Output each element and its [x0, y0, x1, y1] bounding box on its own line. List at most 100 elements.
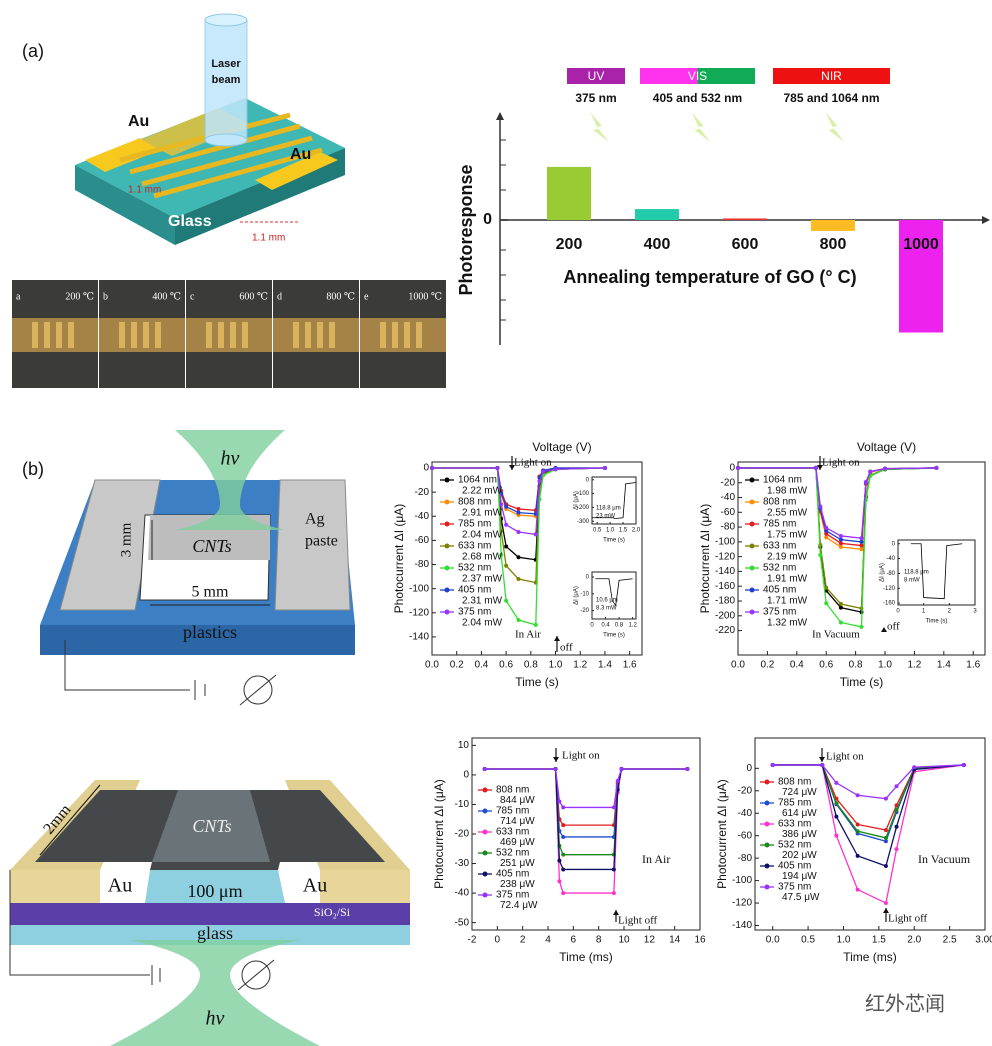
legend-label: 1064 nm	[458, 475, 497, 486]
data-point	[855, 793, 860, 798]
legend-marker	[764, 884, 770, 890]
photo-electrode	[44, 322, 50, 348]
data-point	[482, 767, 487, 772]
legend-power: 1.98 mW	[767, 486, 808, 497]
data-point	[855, 822, 860, 827]
device-a	[75, 13, 345, 245]
legend-power: 714 μW	[500, 816, 535, 827]
legend-marker	[764, 842, 770, 848]
annotation: 23 mW	[596, 514, 615, 520]
legend-label: 785 nm	[496, 806, 529, 817]
y-tick-label: -160	[883, 601, 896, 607]
legend-power: 2.68 mW	[462, 552, 503, 563]
band-wavelength: 405 and 532 nm	[653, 91, 742, 105]
legend-label: 532 nm	[763, 563, 796, 574]
laser-label: Laser	[211, 58, 241, 70]
y-tick-label: 0	[586, 575, 590, 581]
legend-label: 785 nm	[778, 798, 811, 809]
bar	[811, 220, 855, 231]
panel-label: (b)	[22, 459, 44, 479]
legend-marker	[749, 565, 755, 571]
lightning	[590, 112, 609, 142]
arrow-head	[819, 757, 825, 762]
data-point	[561, 867, 566, 872]
annotation: Light on	[826, 751, 864, 763]
x-tick-label: 1.5	[619, 528, 628, 534]
data-point	[894, 807, 899, 812]
x-tick-label: 2	[948, 609, 952, 615]
data-point	[855, 887, 860, 892]
data-point	[611, 891, 616, 896]
arrow-head	[817, 465, 823, 470]
data-point	[561, 805, 566, 810]
y-tick-label: -30	[455, 858, 470, 869]
series-line	[432, 467, 605, 626]
data-point	[883, 835, 888, 840]
photo-film	[360, 318, 446, 352]
data-point	[894, 847, 899, 852]
annotation: 10.6 μm	[596, 598, 618, 604]
x-tick-label: 2.0	[632, 528, 641, 534]
legend-label: 405 nm	[763, 585, 796, 596]
y-tick-label: -20	[738, 785, 753, 796]
legend-power: 1.71 mW	[767, 596, 808, 607]
band-swatch	[567, 68, 625, 84]
data-point	[611, 805, 616, 810]
photo-electrode	[32, 322, 38, 348]
annotation: Light on	[822, 457, 860, 469]
panel-label: (a)	[22, 41, 44, 61]
photo-electrode	[380, 322, 386, 348]
legend-power: 386 μW	[782, 829, 817, 840]
x-tick-label: 800	[820, 236, 847, 253]
legend-power: 1.91 mW	[767, 574, 808, 585]
data-point	[834, 814, 839, 819]
y-tick-label: -140	[732, 920, 752, 931]
photo-film	[273, 318, 359, 352]
annotation: 118.8 μm	[904, 570, 929, 576]
photo-electrode	[230, 322, 236, 348]
x-tick-label: 0	[590, 623, 594, 629]
annotation: 8.3 mW	[596, 606, 617, 612]
annotation: In Air	[515, 629, 541, 641]
data-point	[838, 620, 843, 625]
series-line	[910, 543, 963, 600]
data-point	[883, 839, 888, 844]
y-tick-label: -160	[715, 581, 735, 592]
axis-arrow	[496, 112, 504, 120]
x-tick-label: 1.2	[628, 623, 637, 629]
y-tick-label: 0	[423, 463, 429, 474]
x-tick-label: 6	[571, 935, 577, 946]
x-tick-label: 1.0	[549, 660, 563, 671]
y-tick-label: -80	[886, 571, 895, 577]
legend-label: 1064 nm	[763, 475, 802, 486]
y-axis-label: Photoresponse	[456, 164, 476, 295]
x-tick-label: 0.2	[450, 660, 464, 671]
legend-marker	[749, 521, 755, 527]
y-tick-label: 0	[746, 763, 752, 774]
y-tick-label: -50	[455, 917, 470, 928]
band-name: VIS	[688, 69, 707, 83]
annotation: off	[560, 642, 573, 654]
data-point	[961, 762, 966, 767]
data-point	[859, 547, 864, 552]
x-tick-label: 200	[556, 236, 583, 253]
data-point	[499, 552, 504, 557]
legend-label: 808 nm	[458, 497, 491, 508]
data-point	[541, 469, 546, 474]
y-axis-label: Photocurrent ΔI (μA)	[698, 504, 712, 614]
data-point	[533, 622, 538, 627]
legend-power: 238 μW	[500, 879, 535, 890]
y-tick-label: 0	[463, 770, 469, 781]
data-point	[855, 853, 860, 858]
data-point	[516, 555, 521, 560]
x-tick-label: 16	[694, 935, 706, 946]
legend-marker	[482, 787, 488, 793]
legend-marker	[764, 779, 770, 785]
cnts-label: CNTs	[192, 816, 231, 836]
y-tick-label: 0	[483, 211, 492, 228]
x-tick-label: -2	[468, 935, 477, 946]
photo-electrode	[131, 322, 137, 348]
y-tick-label: -40	[455, 888, 470, 899]
y-tick-label: -120	[883, 586, 896, 592]
